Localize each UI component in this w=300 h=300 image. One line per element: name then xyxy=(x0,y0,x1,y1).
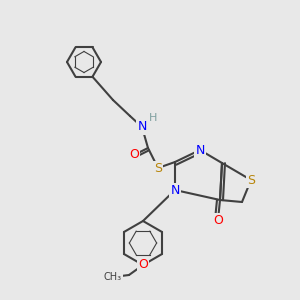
Text: O: O xyxy=(129,148,139,161)
Text: CH₃: CH₃ xyxy=(104,272,122,282)
Text: O: O xyxy=(213,214,223,226)
Text: H: H xyxy=(149,113,157,123)
Text: N: N xyxy=(195,143,205,157)
Text: S: S xyxy=(247,173,255,187)
Text: S: S xyxy=(154,161,162,175)
Text: N: N xyxy=(170,184,180,196)
Text: O: O xyxy=(138,259,148,272)
Text: N: N xyxy=(137,121,147,134)
